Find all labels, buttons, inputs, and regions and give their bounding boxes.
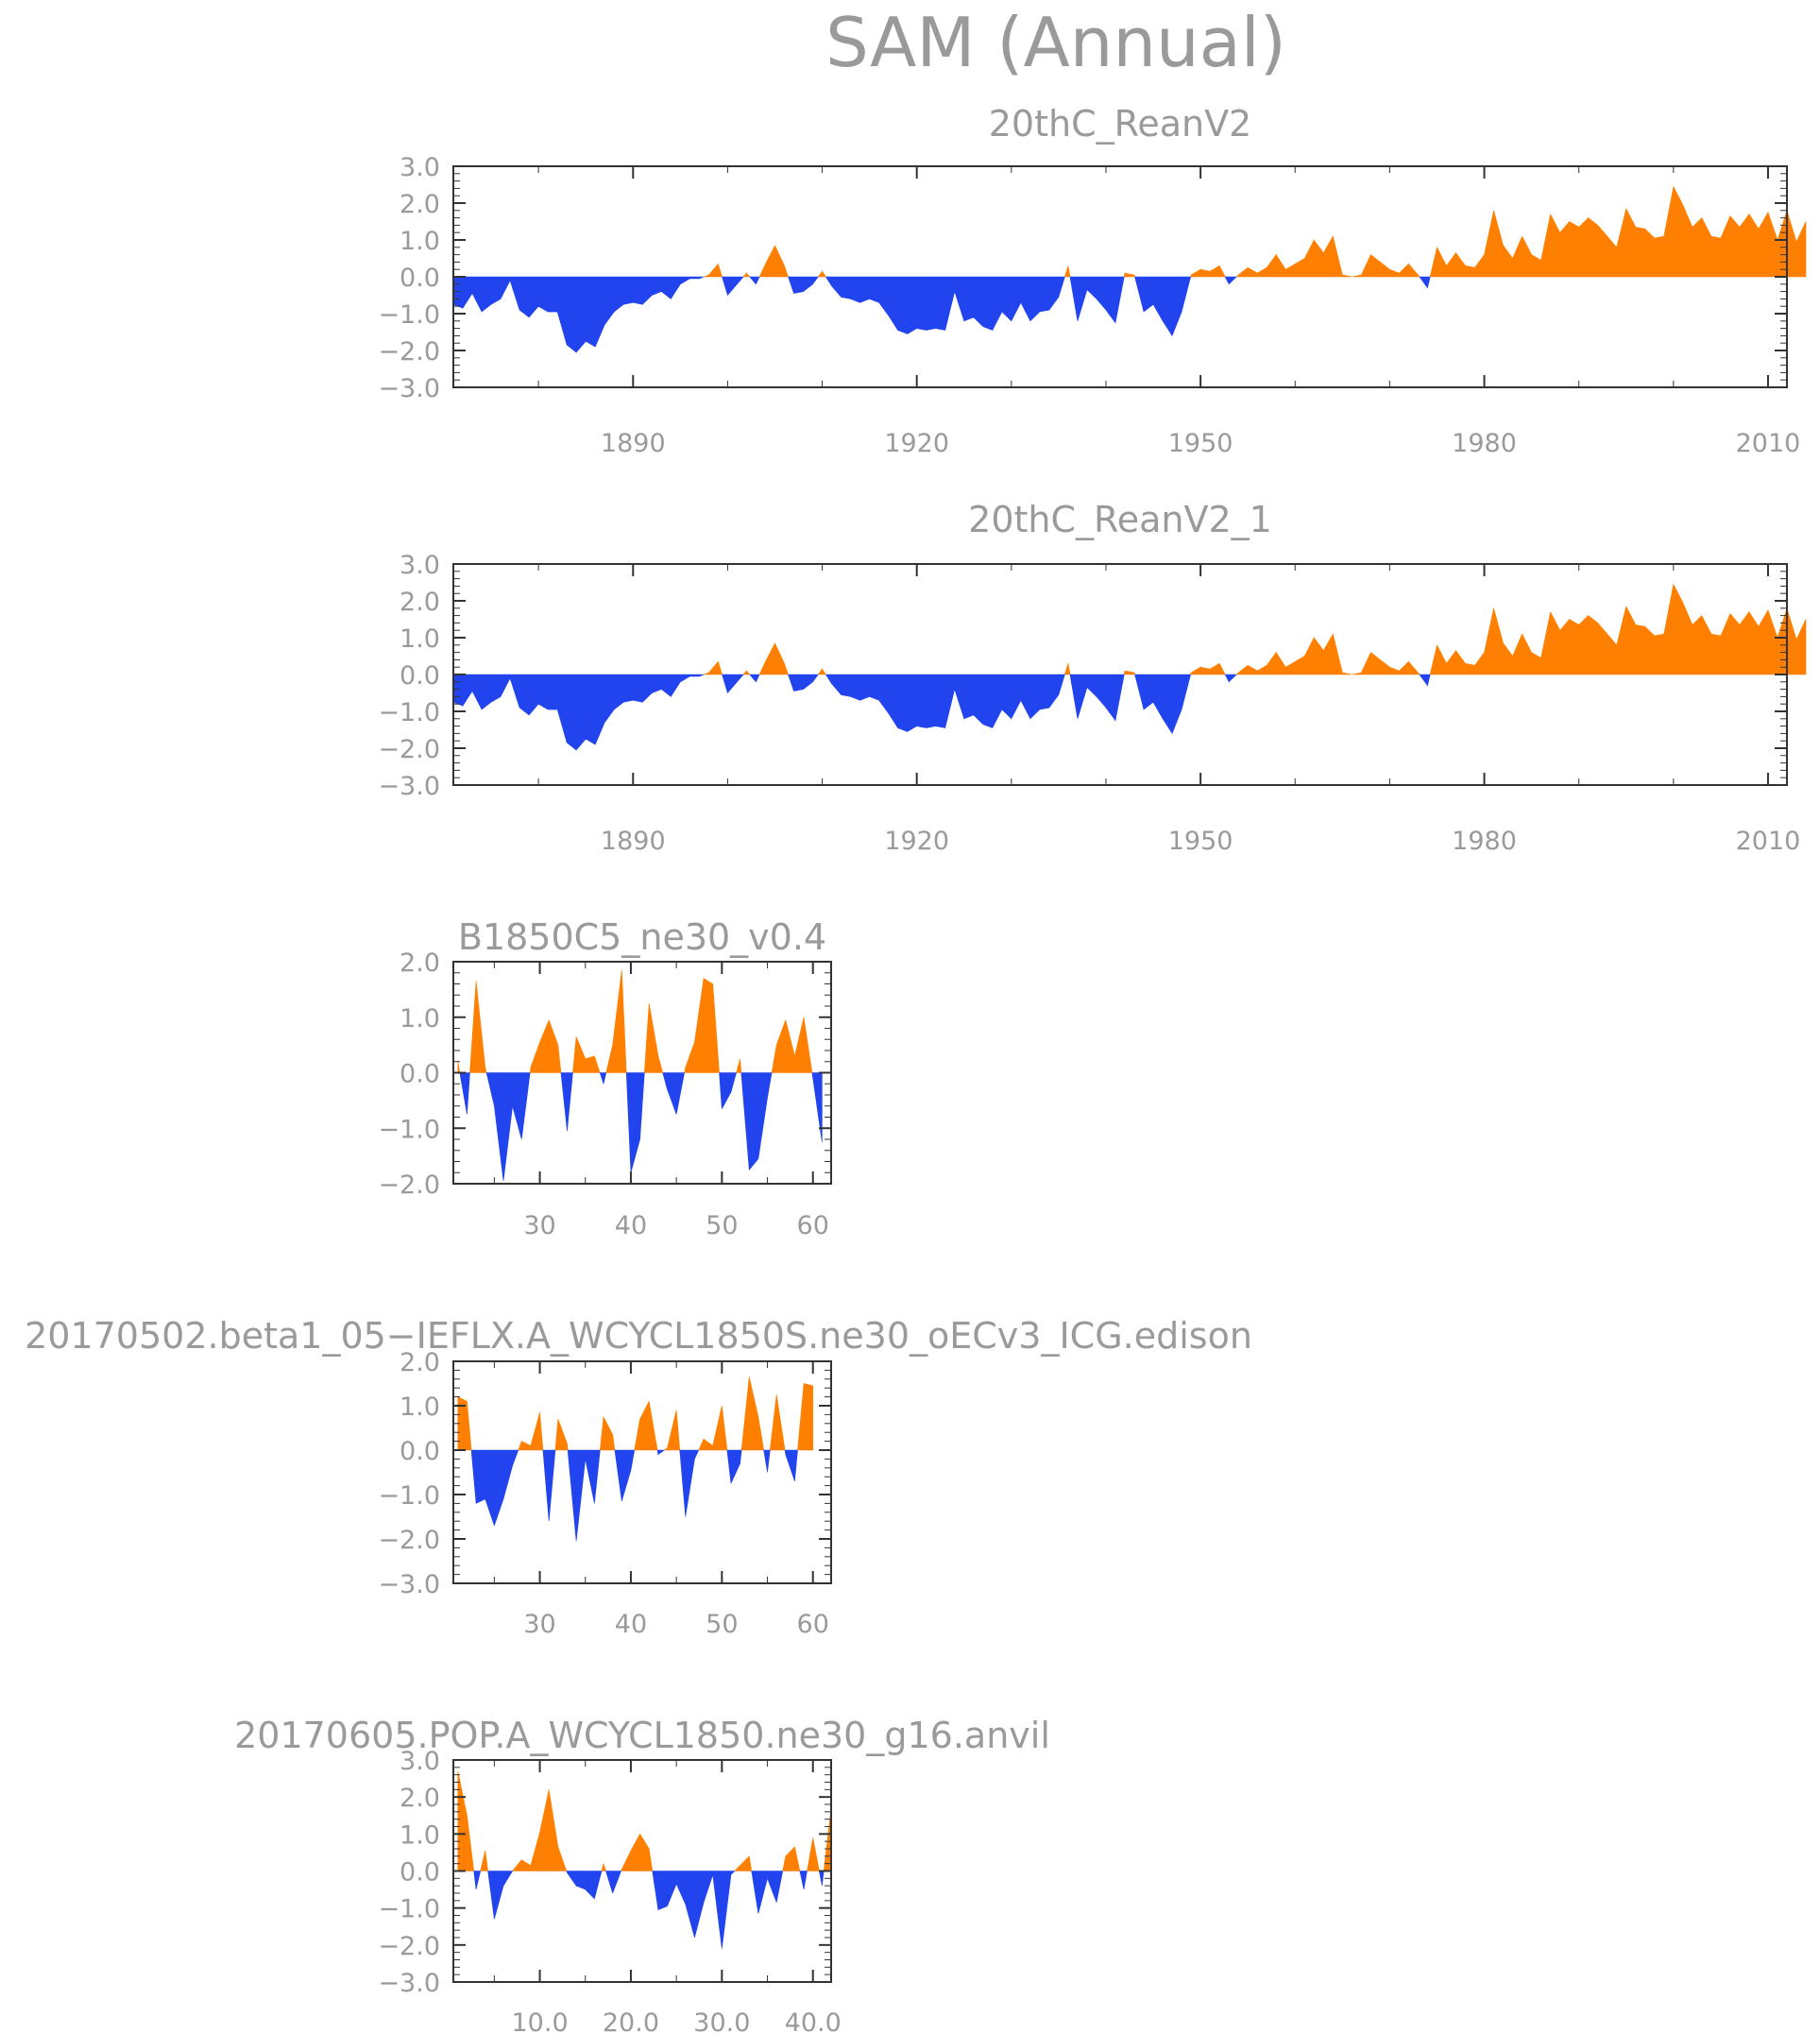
y-tick-label: −3.0 (378, 1969, 440, 1998)
x-tick-label: 1920 (884, 429, 949, 458)
positive-area (457, 1770, 832, 1871)
negative-area (470, 1449, 798, 1542)
chart-panel-4: −3.0 −2.0 −1.0 0.0 1.0 2.0 30 40 50 60 20170502.be… (25, 1315, 1252, 1639)
x-tick-label: 40 (615, 1610, 647, 1639)
figure-title: SAM (Annual) (825, 3, 1286, 82)
x-tick-label: 1890 (601, 429, 666, 458)
y-tick-label: 1.0 (400, 624, 440, 654)
panel-title: 20170605.POP.A_WCYCL1850.ne30_g16.anvil (234, 1715, 1050, 1756)
y-tick-label: −2.0 (378, 735, 440, 764)
y-tick-label: 0.0 (400, 264, 440, 293)
plot-frame (452, 1360, 832, 1584)
y-tick-label: −2.0 (378, 337, 440, 367)
chart-panel-1: −3.0 −2.0 −1.0 0.0 1.0 2.0 3.0 1890 1920 1950 1980… (378, 103, 1807, 458)
y-tick-label: −1.0 (378, 698, 440, 727)
y-tick-label: −2.0 (378, 1526, 440, 1555)
chart-panel-2: −3.0 −2.0 −1.0 0.0 1.0 2.0 3.0 1890 1920 1950 1980… (378, 499, 1807, 856)
x-tick-label: 1890 (601, 827, 666, 856)
x-tick-label: 2010 (1736, 429, 1801, 458)
chart-panel-3: −2.0 −1.0 0.0 1.0 2.0 30 40 50 60 B1850C5_ne30_v0… (378, 916, 832, 1240)
x-tick-label: 1980 (1452, 827, 1517, 856)
x-tick-label: 50 (706, 1610, 738, 1639)
y-tick-label: 3.0 (400, 1747, 440, 1776)
y-tick-label: 1.0 (400, 1820, 440, 1850)
x-tick-label: 1920 (884, 827, 949, 856)
x-tick-label: 2010 (1736, 827, 1801, 856)
panel-title: 20thC_ReanV2_1 (968, 499, 1272, 540)
panel-title: 20thC_ReanV2 (989, 103, 1252, 145)
positive-area (457, 1376, 814, 1451)
y-tick-label: 0.0 (400, 1858, 440, 1888)
y-tick-label: 2.0 (400, 190, 440, 219)
y-tick-label: 3.0 (400, 153, 440, 182)
panels: −3.0 −2.0 −1.0 0.0 1.0 2.0 3.0 1890 1920 1950 1980… (25, 103, 1807, 2033)
x-tick-label: 30.0 (693, 2008, 750, 2033)
x-tick-label: 1980 (1452, 429, 1517, 458)
chart-panel-5: −3.0 −2.0 −1.0 0.0 1.0 2.0 3.0 10.0 20.0 30.0 40.0… (234, 1715, 1050, 2033)
y-tick-label: −1.0 (378, 1115, 440, 1144)
y-tick-label: −3.0 (378, 1570, 440, 1599)
x-tick-label: 60 (797, 1211, 829, 1240)
y-tick-label: −3.0 (378, 374, 440, 403)
y-tick-label: 2.0 (400, 948, 440, 978)
positive-area (457, 969, 813, 1073)
y-tick-label: −2.0 (378, 1932, 440, 1961)
y-tick-label: −1.0 (378, 300, 440, 330)
x-tick-label: 40 (615, 1211, 647, 1240)
positive-area (704, 584, 1807, 675)
y-tick-label: −1.0 (378, 1481, 440, 1511)
y-tick-label: 1.0 (400, 1004, 440, 1034)
y-tick-label: −3.0 (378, 772, 440, 801)
x-tick-label: 20.0 (603, 2008, 659, 2033)
negative-area (452, 276, 1431, 353)
negative-area (459, 1072, 823, 1182)
y-tick-label: 0.0 (400, 1060, 440, 1089)
y-tick-label: 1.0 (400, 227, 440, 256)
y-tick-label: 2.0 (400, 588, 440, 617)
x-tick-label: 50 (706, 1211, 738, 1240)
x-tick-label: 40.0 (785, 2008, 842, 2033)
y-tick-label: 3.0 (400, 551, 440, 580)
x-tick-label: 60 (797, 1610, 829, 1639)
y-tick-label: 2.0 (400, 1348, 440, 1377)
y-tick-label: 2.0 (400, 1784, 440, 1813)
y-tick-label: 0.0 (400, 1437, 440, 1466)
y-tick-label: 1.0 (400, 1392, 440, 1422)
y-tick-label: −2.0 (378, 1170, 440, 1200)
y-tick-label: −1.0 (378, 1895, 440, 1924)
panel-title: 20170502.beta1_05−IEFLX.A_WCYCL1850S.ne3… (25, 1315, 1252, 1357)
x-tick-label: 10.0 (512, 2008, 569, 2033)
negative-area (473, 1871, 825, 1949)
panel-title: B1850C5_ne30_v0.4 (458, 916, 826, 958)
x-tick-label: 30 (523, 1211, 555, 1240)
negative-area (452, 674, 1431, 751)
x-tick-label: 1950 (1168, 827, 1233, 856)
y-tick-label: 0.0 (400, 661, 440, 691)
positive-area (704, 186, 1807, 278)
x-tick-label: 1950 (1168, 429, 1233, 458)
x-tick-label: 30 (523, 1610, 555, 1639)
